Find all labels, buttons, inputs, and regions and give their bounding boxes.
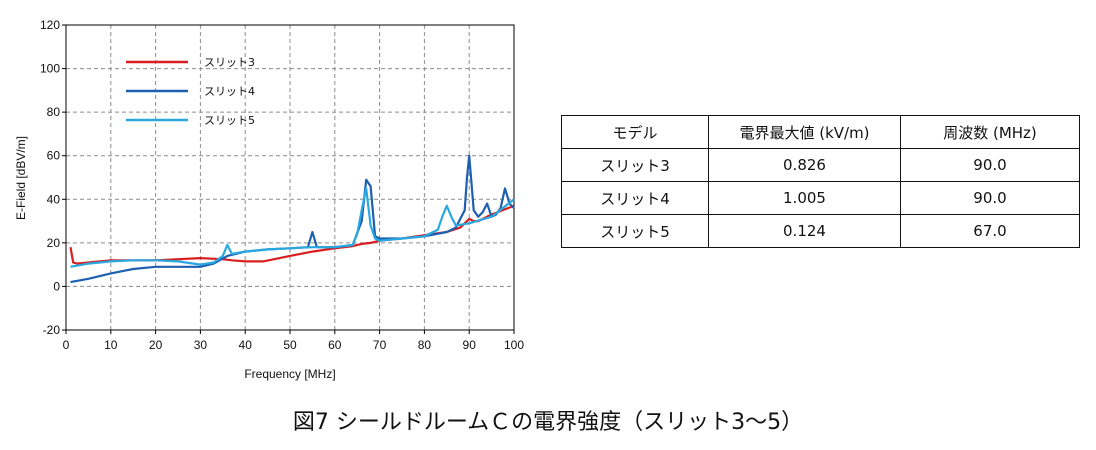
x-tick-label: 60 bbox=[328, 338, 342, 352]
table-cell-max-field: 0.826 bbox=[708, 148, 901, 182]
x-tick-label: 90 bbox=[463, 338, 477, 352]
figure-caption: 図7 シールドルームＣの電界強度（スリット3～5） bbox=[292, 410, 804, 435]
x-tick-label: 0 bbox=[63, 338, 70, 352]
x-tick-label: 100 bbox=[504, 338, 524, 352]
column-header-frequency: 周波数 (MHz) bbox=[900, 115, 1080, 149]
series-line-1 bbox=[69, 204, 515, 265]
y-tick-label: 100 bbox=[40, 62, 60, 76]
table-cell-model: スリット3 bbox=[561, 148, 709, 182]
x-tick-label: 70 bbox=[373, 338, 387, 352]
legend-label: スリット5 bbox=[204, 114, 255, 127]
series-line-2 bbox=[70, 154, 515, 284]
table-cell-frequency: 90.0 bbox=[900, 148, 1080, 182]
y-tick-label: 60 bbox=[47, 149, 61, 163]
y-tick-label: 0 bbox=[53, 279, 60, 293]
legend: スリット3 スリット4 スリット5 bbox=[126, 56, 255, 127]
x-tick-label: 10 bbox=[104, 338, 118, 352]
table-row: スリット4 1.005 90.0 bbox=[561, 181, 1080, 215]
series-line-3 bbox=[70, 187, 515, 268]
x-tick-label: 80 bbox=[418, 338, 432, 352]
y-tick-label: 80 bbox=[47, 105, 61, 119]
table-cell-max-field: 1.005 bbox=[708, 181, 901, 215]
table-cell-model: スリット4 bbox=[561, 181, 709, 215]
e-field-chart: 0 10 20 30 40 50 60 70 80 90 100-20020406080100120… bbox=[14, 18, 524, 381]
y-tick-label: -20 bbox=[43, 323, 61, 337]
x-tick-label: 30 bbox=[194, 338, 208, 352]
column-header-model: モデル bbox=[561, 115, 709, 149]
x-tick-label: 40 bbox=[239, 338, 253, 352]
series-lines bbox=[69, 154, 515, 284]
max-field-table: モデル 電界最大値 (kV/m) 周波数 (MHz) スリット3 0.826 9… bbox=[561, 115, 1080, 248]
table-cell-model: スリット5 bbox=[561, 214, 709, 248]
y-tick-label: 120 bbox=[40, 18, 60, 32]
y-tick-label: 20 bbox=[47, 236, 61, 250]
y-tick-label: 40 bbox=[47, 192, 61, 206]
x-tick-label: 20 bbox=[149, 338, 163, 352]
legend-label: スリット4 bbox=[204, 85, 255, 98]
x-axis-label: Frequency [MHz] bbox=[244, 367, 335, 381]
y-axis-label: E-Field [dBV/m] bbox=[14, 136, 28, 220]
grid-lines bbox=[66, 25, 514, 330]
x-tick-label: 50 bbox=[283, 338, 297, 352]
column-header-max-field: 電界最大値 (kV/m) bbox=[708, 115, 901, 149]
table-cell-frequency: 67.0 bbox=[900, 214, 1080, 248]
legend-label: スリット3 bbox=[204, 56, 255, 69]
table-cell-frequency: 90.0 bbox=[900, 181, 1080, 215]
table-row: スリット3 0.826 90.0 bbox=[561, 148, 1080, 182]
table-row: スリット5 0.124 67.0 bbox=[561, 214, 1080, 248]
table-header-row: モデル 電界最大値 (kV/m) 周波数 (MHz) bbox=[561, 115, 1080, 149]
table-cell-max-field: 0.124 bbox=[708, 214, 901, 248]
